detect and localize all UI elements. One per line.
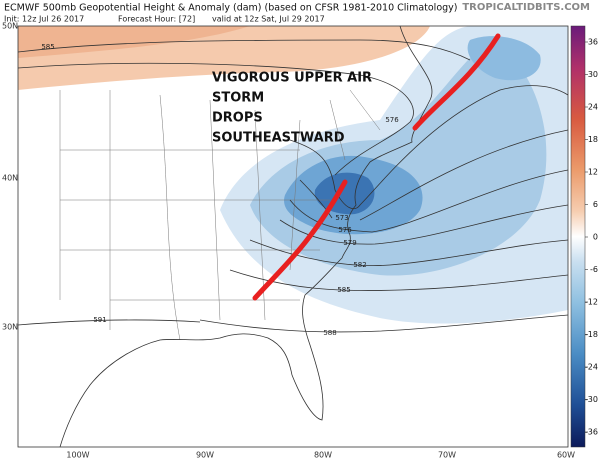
- longitude-label: 90W: [196, 451, 214, 460]
- contour-label: 582: [353, 261, 366, 269]
- annotation-line: STORM: [212, 91, 264, 106]
- colorbar-tick-label: -36: [585, 428, 598, 437]
- map-frame: [17, 25, 569, 448]
- colorbar-tick-label: 24: [588, 103, 598, 112]
- colorbar-tick-label: -24: [585, 363, 598, 372]
- contour-label: 573: [335, 214, 348, 222]
- coastline: [59, 26, 433, 447]
- colorbar: [570, 25, 586, 448]
- colorbar-tick-label: 6: [593, 200, 598, 209]
- map: [18, 26, 568, 447]
- latitude-label: 30N: [2, 323, 18, 332]
- longitude-label: 80W: [314, 451, 332, 460]
- contour-label: 591: [93, 316, 106, 324]
- title: ECMWF 500mb Geopotential Height & Anomal…: [4, 3, 458, 14]
- state-borders: [59, 89, 381, 341]
- latitude-label: 50N: [2, 22, 18, 31]
- contour-label: 576: [338, 226, 352, 234]
- contour-label: 588: [323, 329, 336, 337]
- forecast-hour: Forecast Hour: [72]: [118, 15, 195, 24]
- annotation: VIGOROUS UPPER AIR STORM DROPS SOUTHEASTWAR…: [212, 71, 372, 146]
- contour-label: 585: [337, 286, 350, 294]
- longitude-label: 70W: [438, 451, 456, 460]
- contour-label: 576: [385, 116, 399, 124]
- longitude-label: 60W: [557, 451, 575, 460]
- contour-label: 585: [41, 43, 54, 51]
- latitude-label: 40N: [2, 174, 18, 183]
- annotation-line: DROPS: [212, 111, 263, 126]
- colorbar-tick-label: -12: [585, 298, 598, 307]
- colorbar-tick-label: 12: [588, 168, 598, 177]
- colorbar-tick-label: -6: [590, 265, 598, 274]
- longitude-label: 100W: [66, 451, 89, 460]
- colorbar-ticks: 36 30 24 18 12 6 0 -6 -12 -18 -24 -30 -36: [585, 38, 598, 437]
- colorbar-tick-label: 0: [593, 233, 598, 242]
- positive-anomaly-core: [18, 26, 250, 58]
- init-time: Init: 12z Jul 26 2017: [4, 15, 84, 24]
- labels: 50N 40N 30N 100W 90W 80W 70W 60W 585 576 573 576 579…: [2, 22, 575, 460]
- colorbar-tick-label: 30: [588, 70, 598, 79]
- height-contours: [18, 39, 568, 333]
- colorbar-tick-label: 36: [588, 38, 598, 47]
- arrows: [252, 33, 501, 301]
- annotation-line: SOUTHEASTWARD: [212, 131, 345, 146]
- contour-label: 579: [343, 239, 356, 247]
- negative-anomaly-north: [467, 36, 541, 81]
- colorbar-tick-label: -30: [585, 395, 598, 404]
- watermark: TROPICALTIDBITS.COM: [462, 2, 590, 13]
- colorbar-tick-label: -18: [585, 330, 598, 339]
- colorbar-tick-label: 18: [588, 135, 598, 144]
- valid-time: valid at 12z Sat, Jul 29 2017: [212, 15, 325, 24]
- annotation-line: VIGOROUS UPPER AIR: [212, 71, 372, 86]
